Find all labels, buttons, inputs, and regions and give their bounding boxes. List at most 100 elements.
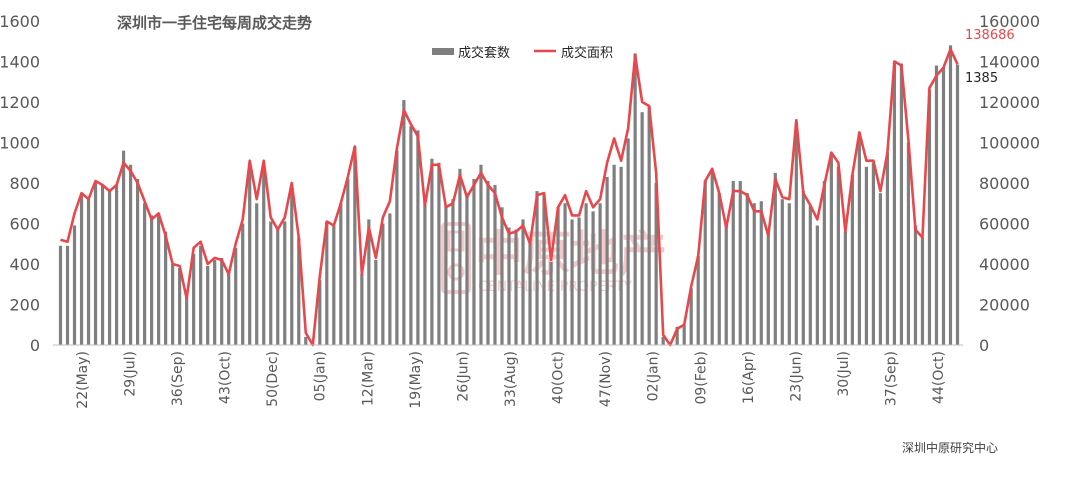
bar — [913, 225, 918, 345]
x-tick-label: 30(Jul) — [836, 351, 852, 397]
bar — [472, 178, 476, 345]
bar-series — [58, 45, 960, 346]
bar — [542, 195, 546, 345]
bar — [500, 207, 504, 345]
y-right-tick-label: 80000 — [979, 174, 1030, 193]
bar — [633, 53, 637, 346]
bar — [423, 201, 427, 345]
y-left-tick-label: 600 — [9, 215, 40, 234]
bar — [570, 219, 574, 345]
bar — [171, 264, 175, 345]
bar — [682, 324, 686, 345]
y-left-tick-label: 200 — [9, 296, 40, 315]
bar — [206, 266, 210, 345]
bar — [374, 259, 378, 345]
bar — [255, 203, 259, 345]
bar — [93, 183, 98, 345]
bar — [906, 142, 911, 345]
bar — [346, 178, 350, 345]
bar — [479, 164, 483, 345]
x-tick-label: 29(Jul) — [122, 351, 138, 397]
x-tick-label: 33(Aug) — [503, 351, 519, 407]
x-tick-label: 02(Jan) — [646, 351, 662, 401]
legend-label-bars: 成交套数 — [458, 45, 510, 61]
bar — [836, 166, 840, 345]
x-tick-label: 23(Jun) — [789, 351, 805, 402]
bar — [107, 189, 112, 345]
bar — [731, 180, 735, 345]
y-left-tick-label: 1200 — [0, 93, 40, 112]
area-line — [60, 48, 959, 347]
bar — [640, 112, 644, 346]
bar — [290, 185, 294, 345]
data-label-last-count: 1385 — [965, 71, 998, 86]
y-left-tick-label: 400 — [9, 255, 40, 274]
bar — [934, 65, 939, 346]
bar — [920, 237, 925, 345]
bar — [360, 274, 364, 346]
bar — [647, 106, 651, 345]
bar — [121, 150, 126, 345]
y-right-tick-label: 140000 — [979, 53, 1040, 72]
bar — [262, 164, 266, 345]
bar — [661, 336, 665, 345]
bar — [675, 326, 679, 345]
y-axis-left: 0 200 400 600 800 1000 1200 1400 1600 — [0, 12, 40, 355]
x-tick-label: 22(May) — [75, 351, 91, 409]
x-tick-label: 19(May) — [408, 351, 424, 409]
bar — [822, 180, 826, 345]
bar — [745, 193, 749, 346]
legend-swatch-bars — [432, 48, 454, 55]
bar — [514, 229, 518, 345]
line-series — [60, 48, 959, 347]
bar — [486, 180, 490, 345]
bar — [58, 245, 63, 345]
bar — [143, 203, 147, 345]
bar — [710, 170, 714, 345]
x-tick-label: 37(Sep) — [884, 351, 900, 406]
y-right-tick-label: 60000 — [979, 215, 1030, 234]
bar — [626, 138, 630, 345]
bar — [234, 247, 238, 345]
bar — [304, 336, 308, 345]
bar — [528, 241, 532, 345]
bar — [241, 223, 245, 345]
bar — [367, 219, 371, 345]
bar — [157, 213, 161, 346]
bar — [135, 178, 140, 345]
y-right-tick-label: 160000 — [979, 12, 1040, 31]
y-right-tick-label: 120000 — [979, 93, 1040, 112]
bar — [437, 162, 441, 345]
bar — [213, 259, 217, 345]
bar — [654, 183, 658, 345]
bar — [724, 223, 728, 345]
watermark-logo-icon — [441, 222, 471, 294]
bar — [72, 225, 77, 345]
x-tick-label: 09(Feb) — [693, 351, 709, 405]
bar — [465, 193, 469, 346]
x-tick-label: 05(Jan) — [313, 351, 329, 401]
bar — [605, 176, 609, 345]
bar — [128, 164, 133, 345]
bar — [794, 122, 798, 345]
x-tick-label: 36(Sep) — [170, 351, 186, 406]
bar — [717, 193, 721, 346]
bar — [493, 185, 497, 345]
y-left-tick-label: 1600 — [0, 12, 40, 31]
bar — [178, 268, 182, 345]
bar — [227, 270, 231, 345]
bar — [100, 185, 105, 345]
bar — [878, 193, 883, 346]
data-label-last-area: 138686 — [965, 28, 1015, 43]
bar — [801, 191, 805, 345]
bar — [388, 213, 392, 346]
bar — [220, 257, 224, 345]
bar — [752, 203, 756, 345]
bar — [276, 229, 280, 345]
bar — [332, 225, 336, 345]
bar — [114, 185, 119, 345]
x-axis-ticks: 22(May) 29(Jul) 36(Sep) 43(Oct) 50(Dec) 05(Ja… — [75, 351, 947, 409]
legend: 成交套数 成交面积 — [432, 45, 613, 61]
bar — [948, 45, 953, 346]
